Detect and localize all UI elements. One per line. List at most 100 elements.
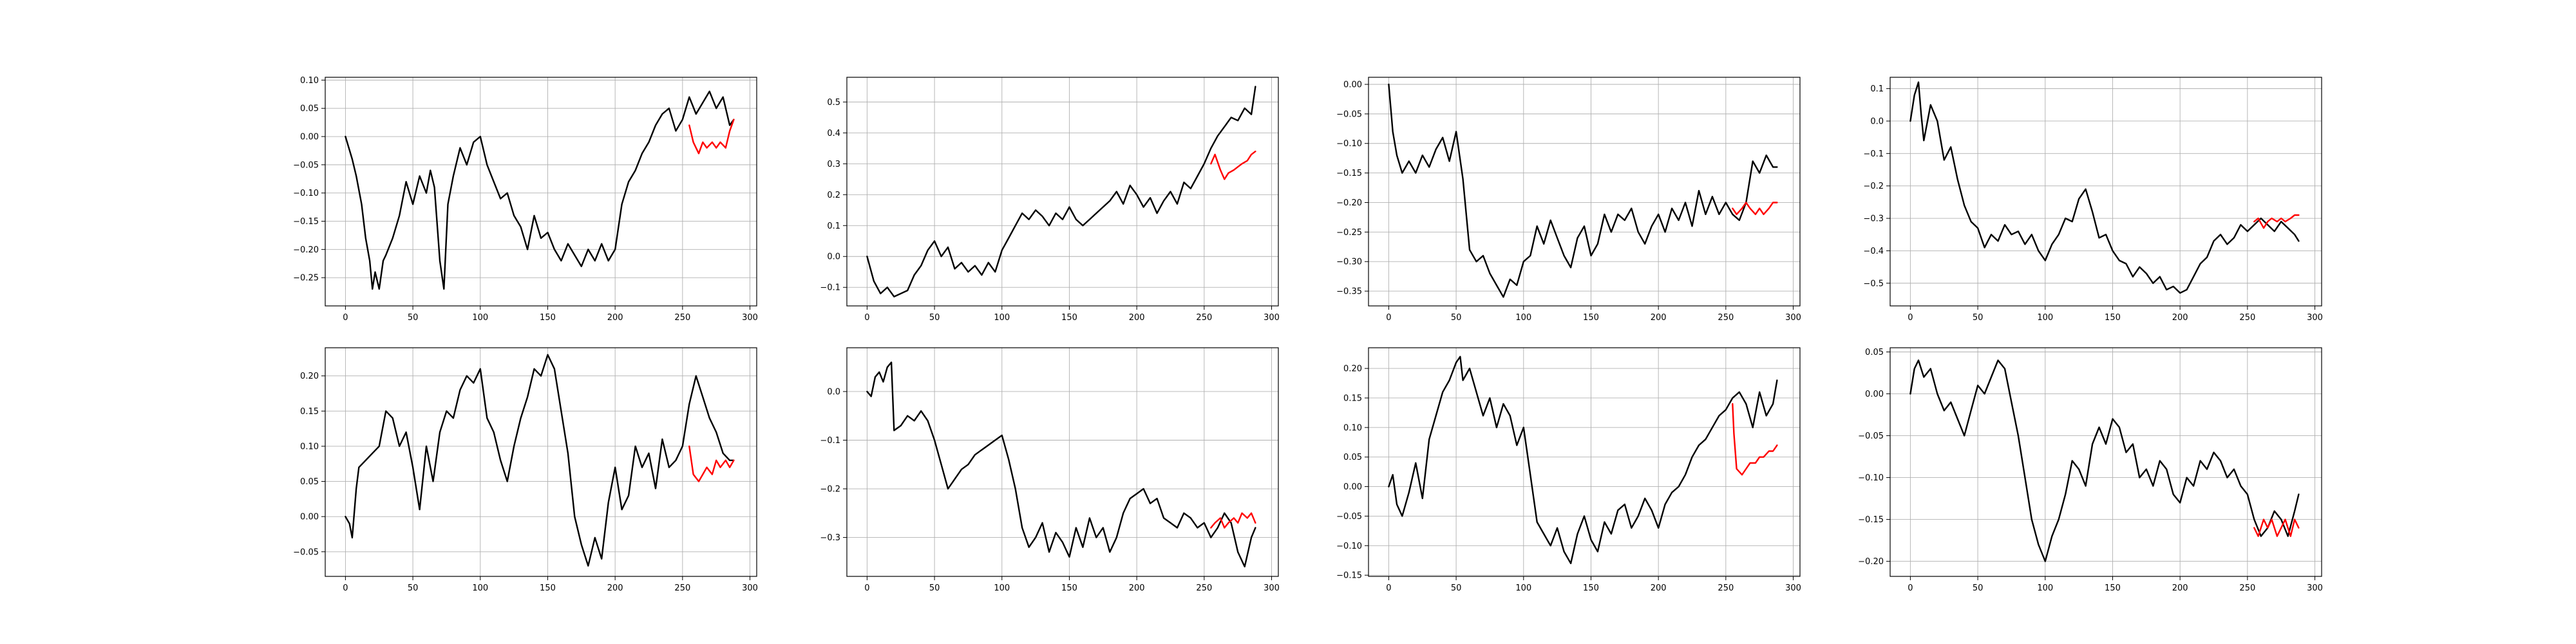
y-tick-label: 0.00 [1343,80,1362,90]
x-tick-label: 100 [994,583,1010,593]
y-tick-label: 0.15 [300,407,319,417]
x-tick-label: 150 [1583,583,1599,593]
y-tick-label: 0.00 [300,133,319,142]
x-tick-label: 200 [1129,583,1145,593]
x-tick-label: 200 [2172,583,2188,593]
x-tick-label: 300 [1264,313,1280,323]
y-tick-label: 0.10 [300,442,319,451]
x-tick-label: 200 [1129,313,1145,323]
series-line-black [866,361,1256,568]
series-line-red [2253,214,2300,229]
subplot-3: 0 50 100 150 200 250 300 −0.35 −0.30 −0.25 −0.20 −0… [1336,77,1801,323]
x-tick-label: 300 [742,313,758,323]
series-line-red [1210,512,1256,529]
series-line-red [2253,518,2300,537]
y-tick-label: 0.15 [1343,393,1362,403]
y-tick-label: 0.0 [827,252,840,262]
axes-frame [325,347,757,577]
x-tick-label: 300 [1785,583,1801,593]
y-tick-label: −0.25 [1336,228,1362,238]
x-tick-label: 300 [2307,583,2323,593]
x-tick-label: 300 [2307,313,2323,323]
x-tick-label: 100 [1515,583,1531,593]
y-tick-label: −0.3 [1863,214,1884,224]
y-tick-label: 0.05 [1865,348,1884,357]
y-tick-label: 0.5 [827,98,840,108]
x-tick-label: 50 [1973,583,1984,593]
y-tick-label: 0.00 [1865,390,1884,399]
x-tick-label: 100 [2037,583,2053,593]
x-tick-label: 0 [1908,313,1913,323]
subplot-8: 0 50 100 150 200 250 300 −0.20 −0.15 −0.10 −0.05 0.… [1858,347,2323,593]
y-tick-label: −0.05 [1858,431,1884,441]
y-tick-label: −0.30 [1336,258,1362,267]
subplot-6: 0 50 100 150 200 250 300 −0.3 −0.2 −0.1 0.0 [820,347,1280,593]
x-tick-label: 0 [1386,313,1391,323]
x-tick-label: 200 [607,313,623,323]
x-tick-label: 250 [1196,583,1212,593]
y-tick-label: −0.05 [293,160,319,170]
series-line-black [345,354,735,567]
y-tick-label: 0.2 [827,191,840,200]
x-tick-label: 0 [343,583,348,593]
y-tick-label: −0.20 [1858,557,1884,567]
y-tick-label: −0.15 [1336,571,1362,581]
series-line-red [688,118,735,155]
x-tick-label: 300 [1785,313,1801,323]
x-tick-label: 0 [864,583,869,593]
x-tick-label: 200 [1651,583,1667,593]
series-line-black [1388,83,1778,298]
y-tick-label: 0.0 [827,387,840,397]
subplot-4: 0 50 100 150 200 250 300 −0.5 −0.4 −0.3 −0.2 −0.1 0.… [1863,77,2323,323]
series-line-black [345,90,735,290]
series-line-black [1388,355,1778,564]
x-tick-label: 250 [1718,583,1734,593]
subplot-1: 0 50 100 150 200 250 300 −0.25 −0.20 −0.15 −0.10 −0… [293,76,758,323]
y-tick-label: 0.0 [1870,117,1884,126]
x-tick-label: 250 [674,583,690,593]
x-tick-label: 150 [540,583,556,593]
x-tick-label: 100 [994,313,1010,323]
x-tick-label: 150 [1061,313,1077,323]
y-tick-label: 0.05 [1343,453,1362,462]
x-tick-label: 150 [540,313,556,323]
x-tick-label: 300 [1264,583,1280,593]
y-tick-label: 0.05 [300,104,319,114]
axes-frame [846,77,1279,307]
axes-frame [1368,347,1801,577]
y-tick-label: −0.5 [1863,279,1884,289]
y-tick-label: −0.2 [1863,182,1884,191]
subplot-2: 0 50 100 150 200 250 300 −0.1 0.0 0.1 0.2 0.3 0.4 0.5 [820,77,1280,323]
x-tick-label: 250 [1196,313,1212,323]
series-line-black [1909,81,2300,294]
axes-frame [325,77,757,307]
y-tick-label: 0.1 [1870,84,1884,94]
x-tick-label: 100 [2037,313,2053,323]
y-tick-label: 0.20 [300,372,319,381]
x-tick-label: 200 [607,583,623,593]
axes-frame [1368,77,1801,307]
y-tick-label: 0.4 [827,129,840,138]
x-tick-label: 100 [472,313,488,323]
y-tick-label: −0.15 [293,217,319,227]
y-tick-label: −0.1 [820,283,840,293]
x-tick-label: 150 [2105,583,2121,593]
x-tick-label: 0 [864,313,869,323]
y-tick-label: −0.25 [293,274,319,283]
y-tick-label: 0.3 [827,160,840,169]
x-tick-label: 50 [1451,313,1462,323]
axes-frame [846,347,1279,577]
y-tick-label: −0.10 [1858,473,1884,483]
y-tick-label: −0.1 [820,436,840,446]
series-line-red [1210,150,1256,180]
x-tick-label: 150 [1061,583,1077,593]
y-tick-label: 0.1 [827,222,840,231]
x-tick-label: 150 [1583,313,1599,323]
subplot-7: 0 50 100 150 200 250 300 −0.15 −0.10 −0.05 0.00 0.0… [1336,347,1801,593]
y-tick-label: 0.20 [1343,365,1362,374]
x-tick-label: 200 [1651,313,1667,323]
x-tick-label: 50 [929,583,940,593]
y-tick-label: −0.05 [1336,109,1362,119]
y-tick-label: 0.00 [1343,482,1362,492]
